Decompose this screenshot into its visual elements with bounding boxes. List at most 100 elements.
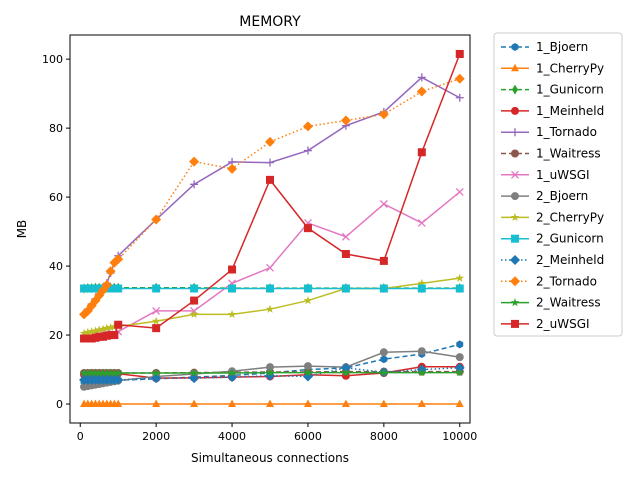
legend-item: 1_Bjoern [501,40,588,54]
legend-marker [512,84,518,95]
data-point [455,49,464,58]
data-point [94,368,104,377]
legend-label: 2_CherryPy [536,210,604,224]
data-point [379,200,388,208]
legend-item: 2_uWSGI [501,317,590,331]
legend-box [493,32,623,337]
data-point [266,158,274,167]
data-point [266,399,274,408]
data-point [152,399,161,408]
data-point [189,156,200,167]
data-point [417,219,426,227]
data-point [189,373,200,384]
data-point [98,368,108,377]
data-point [417,368,427,377]
data-point [456,340,464,349]
data-point [190,296,199,305]
data-point [303,368,313,377]
data-point [417,284,426,293]
data-point [303,224,312,233]
legend-marker [510,276,520,287]
data-point [113,254,124,265]
data-point [455,284,464,293]
data-point [417,399,426,408]
y-tick-label: 100 [42,53,63,66]
data-point [416,86,427,97]
legend-label: 2_Gunicorn [536,232,604,246]
data-point [151,214,162,225]
data-point [228,399,237,408]
data-point [102,323,112,332]
x-axis: 0 2000 4000 6000 8000 10000 [77,423,477,443]
data-point [79,328,89,337]
data-point [455,93,464,102]
legend-item: 1_CherryPy [501,61,604,75]
data-point [152,324,161,333]
legend-label: 1_uWSGI [536,168,590,182]
data-point [101,280,112,291]
data-point [266,363,274,372]
data-point [340,362,351,373]
legend-item: 1_Gunicorn [501,83,604,97]
legend-marker [511,128,519,137]
series-1_CherryPy [80,399,464,408]
legend-label: 1_Tornado [536,125,597,139]
data-point [98,324,108,333]
legend-marker [510,255,520,265]
data-point [455,353,464,362]
legend-item: 2_CherryPy [501,210,604,224]
data-point [417,278,427,287]
legend-marker [511,63,519,72]
plot-area [79,49,465,408]
legend: 1_Bjoern 1_CherryPy 1_Gunicorn 1_Meinheld 1_… [493,32,623,337]
data-point [227,368,237,377]
data-point [91,368,100,377]
x-tick-label: 0 [77,430,84,443]
legend-marker [511,319,519,328]
data-point [379,256,388,265]
data-point [341,368,351,377]
data-point [94,325,104,334]
data-point [455,273,465,282]
legend-item: 2_Bjoern [501,189,588,203]
series-2_Waitress [79,368,465,377]
legend-marker [511,106,519,115]
data-point [455,187,464,196]
data-point [454,362,465,373]
data-point [83,327,93,336]
data-point [190,180,199,189]
chart-title: MEMORY [239,14,301,30]
legend-marker [511,149,519,158]
y-axis-label: MB [15,220,29,239]
series-line [83,78,460,315]
x-axis-label: Simultaneous connections [191,451,349,465]
data-point [265,304,275,313]
data-point [266,284,274,293]
series-line [83,76,461,315]
data-point [340,115,351,126]
legend-item: 2_Gunicorn [501,232,604,246]
data-point [113,368,123,377]
x-tick-label: 2000 [142,430,170,443]
data-point [114,284,123,293]
legend-item: 1_Meinheld [501,104,604,118]
series-2_Gunicorn [80,284,464,293]
data-point [379,399,388,408]
data-point [303,284,312,293]
data-point [114,399,123,408]
data-point [303,146,312,155]
data-point [106,368,115,377]
series-1_uWSGI [80,187,464,343]
data-point [379,368,389,377]
data-point [379,348,388,357]
legend-label: 2_Bjoern [536,189,588,203]
data-point [417,148,426,157]
legend-label: 2_uWSGI [536,317,590,331]
series-2_CherryPy [79,273,465,337]
legend-item: 2_Waitress [501,296,601,310]
data-point [265,368,275,377]
series-2_Meinheld [79,362,465,385]
data-point [190,284,199,293]
data-point [341,284,350,293]
